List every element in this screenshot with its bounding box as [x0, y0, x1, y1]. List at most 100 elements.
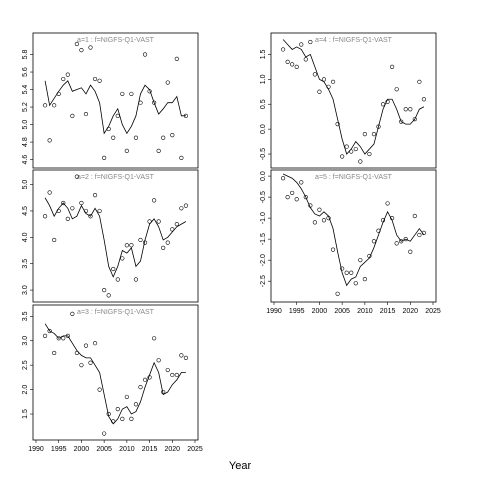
data-point — [47, 190, 52, 195]
data-point — [362, 276, 367, 282]
data-point — [174, 56, 179, 61]
x-tick-label: 2005 — [96, 446, 112, 453]
data-point — [70, 206, 75, 211]
y-tick-label: 4.6 — [22, 155, 29, 165]
data-point — [390, 64, 395, 69]
x-tick-label: 2015 — [380, 308, 396, 315]
panel-frame — [32, 304, 199, 441]
data-point — [335, 122, 340, 127]
data-point — [65, 72, 70, 77]
x-tick-label: 1995 — [51, 446, 67, 453]
data-point — [129, 243, 134, 248]
data-point — [56, 336, 61, 341]
x-tick-label: 2010 — [119, 446, 135, 453]
data-point — [421, 97, 427, 102]
data-point — [303, 195, 308, 200]
data-point — [335, 291, 340, 296]
y-tick-label: 1.0 — [260, 74, 267, 84]
data-point — [371, 239, 377, 244]
data-point — [124, 148, 129, 153]
y-tick-label: 3.5 — [22, 259, 29, 269]
y-tick-label: 5.2 — [22, 102, 29, 112]
data-point — [133, 402, 139, 407]
data-point — [290, 62, 295, 67]
data-point — [312, 220, 317, 225]
data-point — [74, 41, 79, 47]
data-point — [156, 219, 161, 224]
data-point — [170, 372, 175, 378]
data-point — [358, 258, 363, 263]
y-tick-label: 5.4 — [22, 85, 29, 95]
data-point — [294, 64, 299, 69]
data-point — [124, 394, 129, 400]
x-tick-label: 2015 — [142, 446, 158, 453]
data-point — [61, 76, 66, 82]
data-point — [133, 277, 139, 282]
y-tick-label: 3.5 — [22, 311, 29, 321]
x-tick-label: 2020 — [402, 308, 418, 315]
data-point — [174, 222, 179, 227]
data-point — [88, 360, 93, 365]
data-point — [353, 281, 358, 286]
y-tick-label: 0.0 — [260, 171, 267, 181]
data-point — [340, 266, 345, 271]
y-tick-label: 5.6 — [22, 67, 29, 77]
data-point — [170, 132, 175, 138]
panel-title: a=2 : f=NIGFS-Q1-VAST — [77, 174, 155, 181]
data-point — [408, 249, 413, 254]
data-point — [97, 78, 102, 83]
data-point — [74, 174, 79, 179]
x-tick-label: 1990 — [266, 308, 282, 315]
data-point — [152, 198, 157, 203]
data-point — [294, 197, 299, 202]
x-tick-label: 2025 — [425, 308, 441, 315]
panel-title: a=3 : f=NIGFS-Q1-VAST — [77, 309, 155, 316]
data-point — [321, 77, 327, 82]
data-point — [161, 245, 166, 250]
data-point — [102, 287, 107, 293]
y-tick-label: 2.5 — [22, 360, 29, 370]
data-point — [165, 240, 170, 245]
panel-title: a=4 : f=NIGFS-Q1-VAST — [315, 37, 393, 44]
data-point — [102, 431, 107, 436]
y-tick-label: 5.0 — [22, 180, 29, 190]
y-tick-label: 2.0 — [22, 385, 29, 395]
y-tick-label: -2.0 — [260, 254, 267, 266]
data-point — [120, 416, 125, 422]
data-point — [156, 148, 161, 153]
data-point — [349, 270, 354, 275]
data-point — [312, 72, 317, 77]
data-point — [285, 59, 290, 65]
data-point — [385, 201, 390, 206]
data-point — [129, 91, 134, 97]
data-point — [61, 336, 66, 341]
data-point — [183, 203, 189, 208]
y-tick-label: -2.5 — [260, 275, 267, 287]
data-point — [317, 207, 322, 212]
data-point — [280, 176, 286, 181]
data-point — [290, 190, 295, 196]
data-point — [362, 132, 367, 137]
data-point — [156, 358, 161, 363]
y-tick-label: -0.5 — [260, 191, 267, 203]
fitted-line — [44, 323, 186, 425]
data-point — [165, 367, 170, 373]
data-point — [394, 87, 399, 92]
data-point — [183, 355, 189, 360]
data-point — [394, 241, 399, 246]
data-point — [88, 214, 93, 219]
data-point — [52, 237, 57, 243]
x-tick-label: 2025 — [187, 446, 203, 453]
y-tick-label: 4.0 — [22, 232, 29, 242]
fitted-line — [44, 80, 186, 135]
data-point — [142, 52, 148, 57]
data-point — [303, 57, 308, 62]
data-point — [92, 193, 98, 198]
data-point — [79, 48, 84, 53]
x-tick-label: 2000 — [312, 308, 328, 315]
data-point — [417, 232, 422, 238]
fitted-line — [44, 197, 187, 278]
data-point — [47, 138, 52, 143]
y-tick-label: 4.8 — [22, 137, 29, 147]
data-point — [165, 80, 170, 85]
